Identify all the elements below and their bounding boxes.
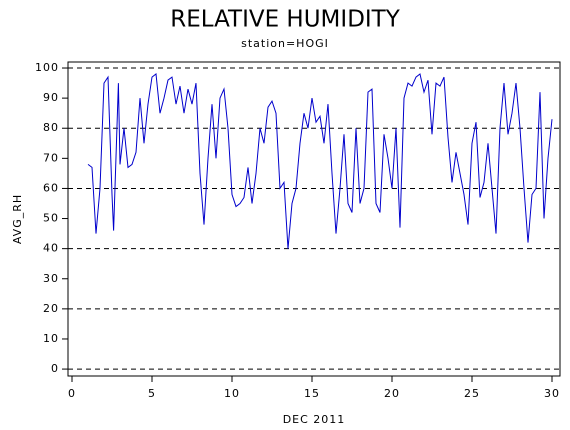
y-tick-label: 10 — [43, 332, 59, 345]
x-axis-label: DEC 2011 — [283, 413, 346, 426]
y-tick-label: 30 — [43, 272, 59, 285]
x-tick-label: 5 — [148, 387, 156, 400]
x-tick-label: 20 — [384, 387, 400, 400]
x-tick-label: 10 — [224, 387, 240, 400]
x-tick-label: 30 — [544, 387, 560, 400]
y-tick-label: 60 — [43, 181, 59, 194]
y-tick-label: 20 — [43, 302, 59, 315]
chart-title: RELATIVE HUMIDITY — [170, 7, 401, 33]
y-tick-label: 50 — [43, 212, 59, 225]
x-tick-label: 15 — [304, 387, 320, 400]
x-tick-label: 0 — [68, 387, 76, 400]
y-tick-label: 80 — [43, 121, 59, 134]
chart-subtitle: station=HOGI — [241, 37, 329, 50]
y-axis-label: AVG_RH — [11, 194, 24, 244]
y-tick-label: 40 — [43, 242, 59, 255]
y-tick-label: 0 — [51, 362, 59, 375]
y-tick-label: 100 — [35, 61, 59, 74]
data-line — [87, 73, 553, 249]
x-tick-label: 25 — [464, 387, 480, 400]
y-tick-label: 70 — [43, 151, 59, 164]
y-tick-label: 90 — [43, 91, 59, 104]
